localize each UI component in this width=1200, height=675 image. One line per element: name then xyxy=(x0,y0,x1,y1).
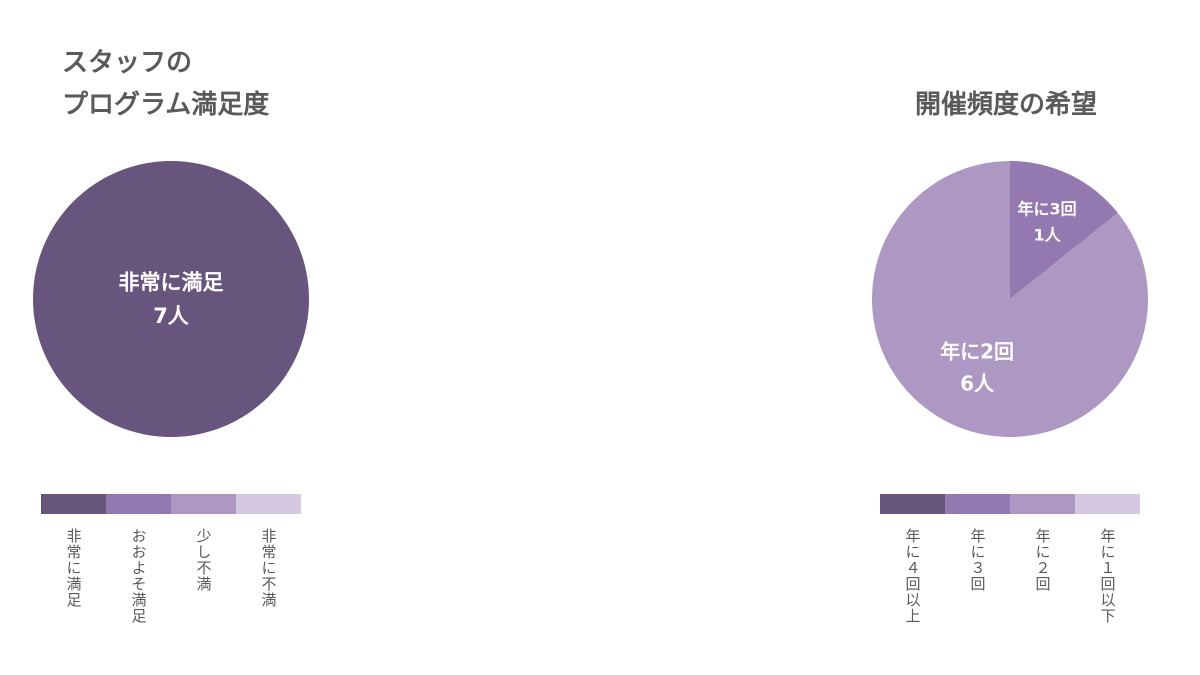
frequency-legend: 年に４回以上 年に３回 年に２回 年に１回以下 xyxy=(880,494,1140,624)
legend-swatch xyxy=(236,494,301,514)
legend-swatch xyxy=(1075,494,1140,514)
legend-swatch xyxy=(880,494,945,514)
legend-label: 非常に不満 xyxy=(259,528,278,608)
pie-slice-1 xyxy=(33,161,309,437)
satisfaction-pie-chart: 非常に満足 7人 xyxy=(33,161,309,437)
title-line: 開催頻度の希望 xyxy=(915,90,1098,120)
slice-label-1-line-2: 7人 xyxy=(153,304,189,328)
slice-label-2-line-1: 年に3回 xyxy=(1018,200,1077,219)
legend-item-3: 少し不満 xyxy=(171,494,236,624)
legend-swatch xyxy=(945,494,1010,514)
legend-item-2: おおよそ満足 xyxy=(106,494,171,624)
pie-slice-3 xyxy=(872,161,1148,438)
legend-item-4: 年に１回以下 xyxy=(1075,494,1140,624)
slice-label-2-line-2: 1人 xyxy=(1034,225,1062,244)
legend-item-3: 年に２回 xyxy=(1010,494,1075,624)
legend-label: 年に２回 xyxy=(1033,528,1052,592)
legend-swatch xyxy=(41,494,106,514)
legend-swatch xyxy=(171,494,236,514)
satisfaction-legend: 非常に満足 おおよそ満足 少し不満 非常に不満 xyxy=(41,494,301,624)
chart-title-frequency: 開催頻度の希望 xyxy=(915,84,1097,126)
slice-label-1-line-1: 非常に満足 xyxy=(119,271,224,295)
chart-title-satisfaction: スタッフの プログラム満足度 xyxy=(62,42,269,126)
legend-label: 年に１回以下 xyxy=(1098,528,1117,624)
slice-label-3-line-1: 年に2回 xyxy=(940,339,1014,363)
title-line: スタッフの xyxy=(62,48,193,78)
legend-label: 非常に満足 xyxy=(64,528,83,608)
title-line: プログラム満足度 xyxy=(62,90,270,120)
legend-swatch xyxy=(106,494,171,514)
legend-item-1: 年に４回以上 xyxy=(880,494,945,624)
legend-label: おおよそ満足 xyxy=(129,528,148,624)
legend-label: 年に４回以上 xyxy=(903,528,922,624)
legend-swatch xyxy=(1010,494,1075,514)
legend-label: 年に３回 xyxy=(968,528,987,592)
pie-slice-2 xyxy=(1010,161,1118,299)
legend-label: 少し不満 xyxy=(194,528,213,592)
legend-item-4: 非常に不満 xyxy=(236,494,301,624)
legend-item-1: 非常に満足 xyxy=(41,494,106,624)
legend-item-2: 年に３回 xyxy=(945,494,1010,624)
slice-label-3-line-2: 6人 xyxy=(960,371,995,395)
